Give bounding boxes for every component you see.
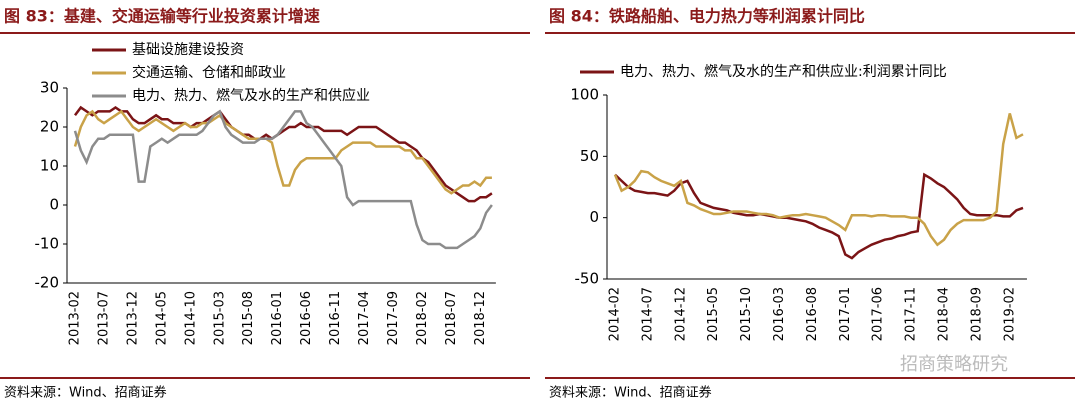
x-tick-label: 2015-03 <box>212 291 227 345</box>
x-tick-label: 2017-06 <box>871 287 886 341</box>
x-tick-label: 2017-01 <box>838 287 853 341</box>
y-tick-label: -10 <box>35 235 60 253</box>
x-tick-label: 2014-05 <box>154 291 169 345</box>
y-tick-label: 30 <box>40 79 59 97</box>
series-line <box>73 109 492 195</box>
x-tick-label: 2018-04 <box>937 287 952 341</box>
y-tick-label: -50 <box>575 270 600 288</box>
source: 资料来源：Wind、招商证券 <box>4 385 167 401</box>
legend-label: 电力、热力、燃气及水的生产和供应业:利润累计同比 <box>620 63 947 80</box>
y-tick-label: 100 <box>570 86 599 104</box>
series-line <box>73 105 493 203</box>
x-tick-label: 2016-06 <box>299 291 314 345</box>
x-tick-label: 2018-12 <box>473 291 488 345</box>
x-tick-label: 2018-07 <box>444 291 459 345</box>
legend-label: 交通运输、仓储和邮政业 <box>132 64 286 81</box>
x-tick-label: 2015-10 <box>739 287 754 341</box>
x-tick-label: 2016-11 <box>328 291 343 345</box>
x-tick-label: 2018-02 <box>415 291 430 345</box>
chart-title: 图 83：基建、交通运输等行业投资累计增速 <box>4 7 320 26</box>
x-tick-label: 2013-12 <box>125 291 140 345</box>
x-tick-label: 2013-02 <box>68 291 83 345</box>
x-tick-label: 2014-02 <box>608 287 623 341</box>
x-tick-label: 2015-05 <box>706 287 721 341</box>
y-tick-label: -20 <box>35 274 60 292</box>
y-tick-label: 20 <box>40 118 59 136</box>
chart-title: 图 84：铁路船舶、电力热力等利润累计同比 <box>549 7 865 26</box>
x-tick-label: 2016-01 <box>270 291 285 345</box>
source: 资料来源：Wind、招商证券 <box>549 385 712 401</box>
watermark: 招商策略研究 <box>900 354 1008 375</box>
series-line <box>73 109 493 250</box>
series-line <box>614 172 1024 260</box>
legend-label: 基础设施建设投资 <box>132 41 244 58</box>
y-tick-label: 0 <box>589 208 599 226</box>
y-tick-label: 50 <box>580 147 599 165</box>
x-tick-label: 2017-04 <box>357 291 372 345</box>
x-tick-label: 2018-09 <box>969 287 984 341</box>
x-tick-label: 2017-09 <box>386 291 401 345</box>
x-tick-label: 2019-02 <box>1002 287 1017 341</box>
x-tick-label: 2016-08 <box>805 287 820 341</box>
legend-label: 电力、热力、燃气及水的生产和供应业 <box>132 87 370 104</box>
x-tick-label: 2017-11 <box>904 287 919 341</box>
x-tick-label: 2014-12 <box>673 287 688 341</box>
x-tick-label: 2014-07 <box>640 287 655 341</box>
series-line <box>613 113 1024 247</box>
y-tick-label: 0 <box>49 196 59 214</box>
x-tick-label: 2013-07 <box>96 291 111 345</box>
x-tick-label: 2014-10 <box>183 291 198 345</box>
x-tick-label: 2016-03 <box>772 287 787 341</box>
y-tick-label: 10 <box>40 157 59 175</box>
x-tick-label: 2015-08 <box>241 291 256 345</box>
